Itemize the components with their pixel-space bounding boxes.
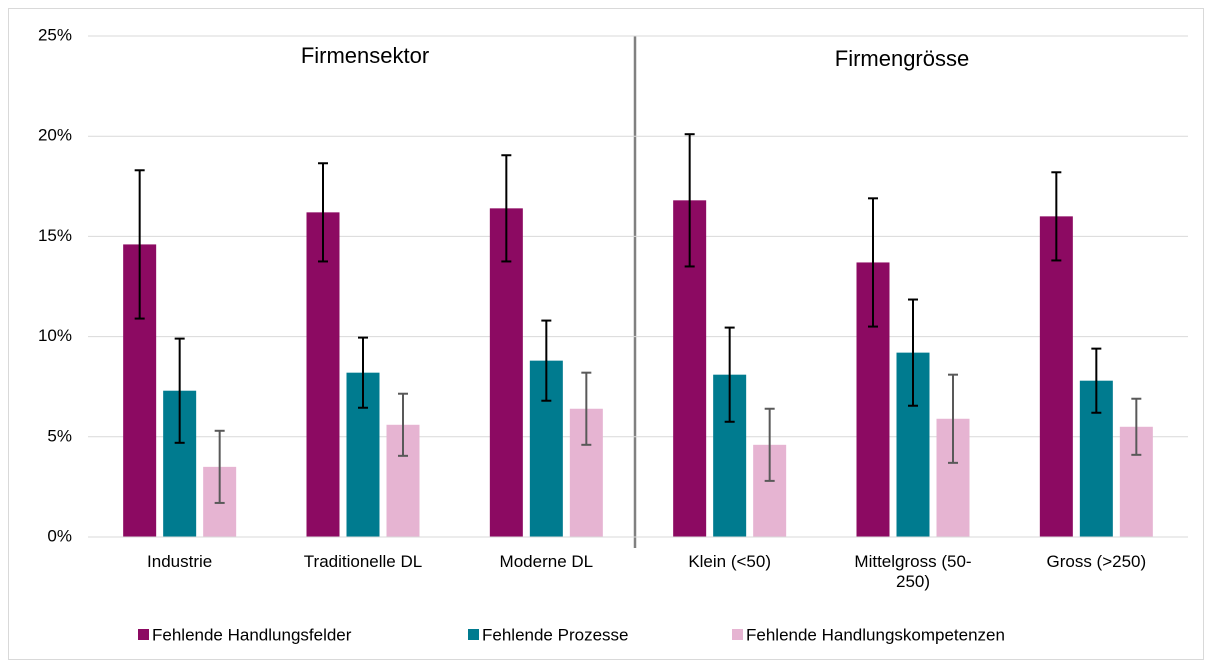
annotation: Firmengrösse	[835, 46, 969, 71]
bar	[306, 212, 340, 538]
x-tick-label: Industrie	[147, 552, 213, 571]
legend-swatch	[732, 629, 743, 640]
x-tick-label: Gross (>250)	[1046, 552, 1147, 571]
y-tick-label: 15%	[38, 226, 72, 245]
bar	[1039, 216, 1073, 538]
x-tick-label: Traditionelle DL	[303, 552, 423, 571]
chart-border	[8, 8, 1204, 660]
legend-label: Fehlende Handlungsfelder	[152, 625, 352, 644]
y-tick-label: 0%	[47, 526, 72, 545]
x-tick-label: Moderne DL	[499, 552, 594, 571]
legend-swatch	[468, 629, 479, 640]
y-tick-label: 10%	[38, 326, 72, 345]
x-tick-label: Mittelgross (50-250)	[854, 552, 972, 591]
legend-swatch	[138, 629, 149, 640]
y-tick-label: 5%	[47, 426, 72, 445]
y-tick-label: 20%	[38, 126, 72, 145]
annotation: Firmensektor	[301, 43, 429, 68]
x-tick-label: Klein (<50)	[688, 552, 771, 571]
legend-label: Fehlende Handlungskompetenzen	[746, 625, 1005, 644]
legend-label: Fehlende Prozesse	[482, 625, 628, 644]
bar	[489, 208, 523, 537]
y-tick-label: 25%	[38, 25, 72, 44]
